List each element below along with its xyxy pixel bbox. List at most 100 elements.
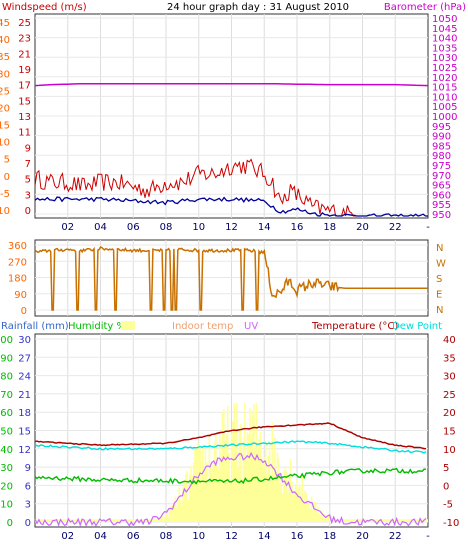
solar-bar [217, 468, 220, 522]
solar-bar [253, 404, 255, 522]
legend-dew-point: Dew Point [392, 321, 442, 332]
x-tick-label-bottom: 04 [94, 531, 107, 542]
solar-bar [271, 422, 274, 522]
solar-bar [194, 448, 196, 522]
solar-bar [206, 462, 208, 522]
solar-bar [272, 474, 275, 522]
wind-left-outer-tick: 40 [0, 35, 10, 46]
solar-bar [220, 457, 222, 522]
solar-bar [326, 515, 329, 522]
wind-left-inner-tick: 3 [25, 190, 31, 201]
solar-bar [259, 432, 262, 522]
rainfall-tick: 70 [0, 390, 13, 401]
barometer-tick: 975 [432, 161, 451, 172]
solar-bar [247, 434, 250, 522]
x-tick-label-bottom: - [426, 531, 430, 542]
temperature-tick: 0 [443, 481, 449, 492]
barometer-tick: 955 [432, 200, 451, 211]
solar-bar [309, 509, 311, 522]
solar-bar [213, 441, 216, 522]
x-tick-label: 02 [61, 222, 74, 233]
solar-bar [296, 479, 298, 522]
solar-bar [200, 484, 203, 522]
solar-bar [300, 498, 302, 522]
solar-bar [236, 403, 238, 522]
wind-left-inner-tick: 23 [18, 34, 31, 45]
solar-bar [310, 496, 313, 522]
barometer-tick: 1000 [432, 112, 457, 123]
average-wind-line [34, 196, 428, 217]
solar-bar [234, 432, 237, 522]
solar-bar [321, 510, 323, 522]
solar-bar [306, 504, 309, 522]
temperature-tick: 40 [443, 335, 456, 346]
compass-label: S [436, 274, 442, 285]
solar-bar [263, 457, 266, 522]
temperature-line [34, 422, 426, 450]
direction-tick: 180 [8, 274, 27, 285]
wind-left-inner-tick: 25 [18, 18, 31, 29]
direction-tick: 0 [21, 306, 27, 317]
rainfall-tick: 60 [0, 408, 13, 419]
solar-bar [255, 403, 258, 522]
solar-bar [301, 473, 304, 522]
temperature-tick: 20 [443, 408, 456, 419]
solar-bar [280, 479, 283, 522]
x-tick-label-bottom: 06 [127, 531, 140, 542]
solar-bar [177, 497, 179, 522]
solar-bar [185, 473, 187, 522]
solar-bar [241, 478, 243, 522]
solar-bar [274, 436, 276, 522]
wind-left-outer-tick: 30 [0, 69, 10, 80]
solar-bar [291, 481, 293, 522]
barometer-tick: 950 [432, 210, 451, 221]
solar-bar [314, 501, 317, 522]
x-tick-label: 18 [323, 222, 336, 233]
x-tick-label-bottom: 14 [258, 531, 271, 542]
humidity-inner-tick: 6 [25, 481, 31, 492]
wind-left-outer-tick: 15 [0, 121, 10, 132]
wind-left-outer-tick: 10 [0, 138, 10, 149]
x-tick-label: 04 [94, 222, 107, 233]
compass-label: W [436, 259, 446, 270]
solar-bar [165, 512, 167, 522]
x-tick-label-bottom: 22 [389, 531, 402, 542]
solar-bar [212, 463, 215, 522]
x-tick-label: 20 [356, 222, 369, 233]
solar-bar [171, 504, 174, 522]
wind-left-outer-tick: -10 [0, 206, 10, 217]
rainfall-tick: 90 [0, 353, 13, 364]
barometer-tick: 1030 [432, 53, 457, 64]
x-tick-label: 22 [389, 222, 402, 233]
temperature-tick: -10 [443, 518, 459, 529]
solar-bar [251, 413, 254, 522]
temperature-tick: 25 [443, 390, 456, 401]
barometer-tick: 990 [432, 132, 451, 143]
humidity-inner-tick: 15 [18, 427, 31, 438]
humidity-inner-tick: 3 [25, 500, 31, 511]
solar-bar [216, 465, 218, 522]
wind-left-outer-tick: 5 [4, 155, 10, 166]
barometer-tick: 1025 [432, 63, 457, 74]
barometer-tick: 1035 [432, 43, 457, 54]
solar-bar [283, 470, 285, 522]
solar-bar [264, 440, 267, 522]
rainfall-tick: 0 [7, 518, 13, 529]
solar-bar [237, 466, 239, 522]
direction-tick: 90 [14, 290, 27, 301]
solar-bar [207, 484, 209, 522]
humidity-inner-tick: 18 [18, 408, 31, 419]
solar-bar [254, 449, 256, 522]
wind-left-inner-tick: 15 [18, 96, 31, 107]
solar-bar [182, 486, 184, 522]
solar-bar [270, 480, 272, 522]
legend-humidity: Humidity % [68, 321, 126, 332]
solar-bar [221, 412, 224, 522]
rainfall-tick: 100 [0, 335, 13, 346]
solar-bar [178, 486, 180, 522]
solar-bar [170, 505, 173, 522]
solar-bar [275, 472, 277, 522]
solar-bar [183, 479, 186, 522]
direction-tick: 270 [8, 257, 27, 268]
solar-bar [243, 403, 246, 522]
